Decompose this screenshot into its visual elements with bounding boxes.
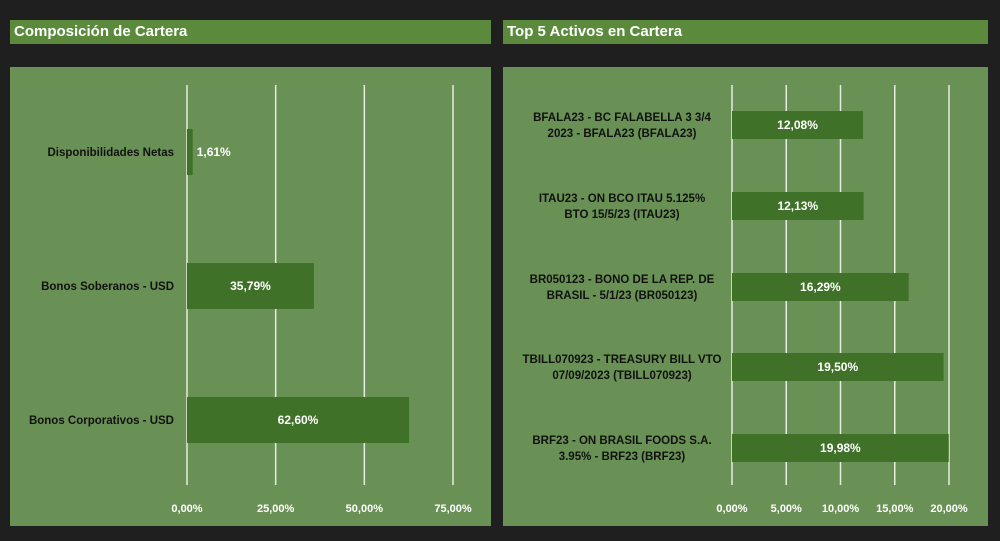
top5-tick-label: 20,00% [930,503,968,515]
top5-category-label: 3.95% - BRF23 (BRF23) [559,451,686,463]
top5-category-label: BR050123 - BONO DE LA REP. DE [530,274,715,286]
top5-chart: 0,00% 5,00% 10,00% 15,00% 20,00% 12,08% BFALA2… [523,85,968,515]
top5-tick-label: 0,00% [716,503,747,515]
right-chart-panel: 0,00% 5,00% 10,00% 15,00% 20,00% 12,08% BFALA2… [503,67,988,526]
top5-data-label: 19,50% [817,360,858,374]
top5-bar [732,353,944,381]
left-panel-title: Composición de Cartera [14,23,188,40]
top5-category-label: ITAU23 - ON BCO ITAU 5.125% [539,193,705,205]
composition-data-label: 35,79% [230,279,271,293]
top5-tick-label: 10,00% [822,503,860,515]
top5-bar [732,434,949,462]
top5-category-label: TBILL070923 - TREASURY BILL VTO [523,354,722,366]
composition-tick-label: 75,00% [434,503,472,515]
top5-data-label: 12,13% [777,199,818,213]
left-chart-panel: 0,00% 25,00% 50,00% 75,00% 1,61% Disponibilid… [10,67,491,526]
composition-bar [187,397,410,443]
composition-data-label: 1,61% [197,145,231,159]
composition-data-label: 62,60% [278,413,319,427]
top5-category-label: BRASIL - 5/1/23 (BR050123) [547,290,698,302]
composition-tick-label: 0,00% [171,503,202,515]
top5-bar [732,111,864,139]
top5-data-label: 16,29% [800,280,841,294]
composition-bar [187,129,193,175]
composition-category-label: Bonos Corporativos - USD [29,415,174,427]
top5-tick-label: 5,00% [771,503,802,515]
top5-category-label: BTO 15/5/23 (ITAU23) [564,209,679,221]
composition-category-label: Disponibilidades Netas [47,147,174,159]
top5-category-label: 2023 - BFALA23 (BFALA23) [548,128,697,140]
left-panel-header: Composición de Cartera [10,20,491,44]
composition-bar [187,263,314,309]
right-panel-title: Top 5 Activos en Cartera [507,23,683,40]
composition-category-label: Bonos Soberanos - USD [41,281,174,293]
top5-category-label: 07/09/2023 (TBILL070923) [552,370,692,382]
right-panel-header: Top 5 Activos en Cartera [503,20,988,44]
top5-tick-label: 15,00% [876,503,914,515]
composition-chart: 0,00% 25,00% 50,00% 75,00% 1,61% Disponibilid… [29,85,472,515]
top5-category-label: BRF23 - ON BRASIL FOODS S.A. [532,435,711,447]
top5-data-label: 19,98% [820,441,861,455]
top5-category-label: BFALA23 - BC FALABELLA 3 3/4 [533,112,711,124]
top5-data-label: 12,08% [777,118,818,132]
top5-bar [732,192,864,220]
composition-tick-label: 25,00% [257,503,295,515]
top5-bar [732,273,909,301]
composition-tick-label: 50,00% [346,503,384,515]
